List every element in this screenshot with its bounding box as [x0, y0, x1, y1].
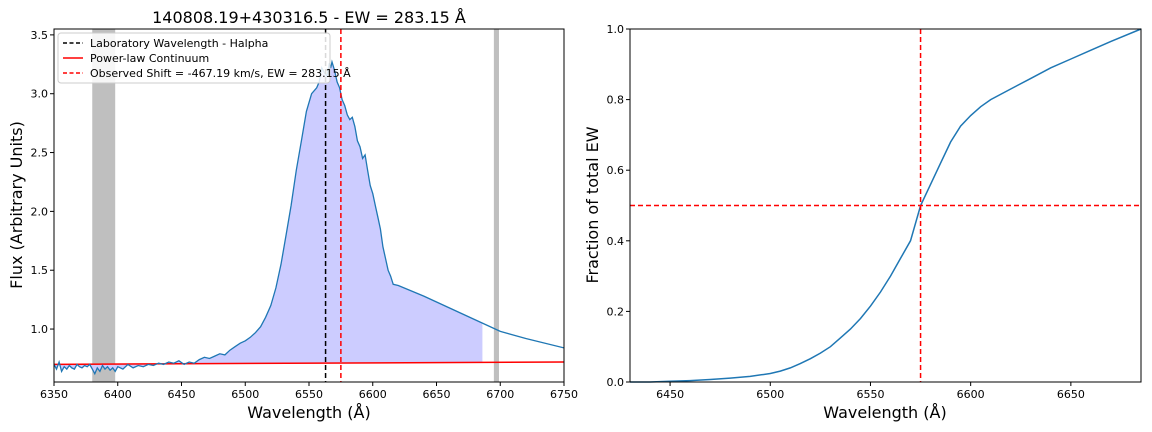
x-tick-label: 6450 [656, 388, 684, 401]
left-x-ticks: 6350 6400 6450 6500 6550 6600 6650 6700 6750 [40, 382, 578, 401]
ew-fill-area [54, 61, 483, 374]
masked-region [92, 29, 116, 382]
right-plot-area [630, 28, 1142, 383]
y-tick-label: 0.8 [607, 94, 625, 107]
left-chart: 140808.19+430316.5 - EW = 283.15 Å 6350 6… [7, 8, 578, 422]
cumulative-ew-line [630, 28, 1142, 383]
right-x-axis-label: Wavelength (Å) [823, 403, 946, 422]
x-tick-label: 6450 [168, 388, 196, 401]
right-y-axis-label: Fraction of total EW [583, 126, 602, 283]
y-tick-label: 1.0 [607, 23, 625, 36]
right-axes-frame [629, 28, 1142, 383]
y-tick-label: 3.5 [31, 29, 49, 42]
legend-label-observed-shift: Observed Shift = -467.19 km/s, EW = 283.… [90, 67, 351, 80]
legend-box [57, 32, 331, 84]
left-plot-area [54, 29, 564, 382]
masked-region [493, 29, 499, 382]
right-chart: 6450 6500 6550 6600 6650 0.00.20.40.60.81.0 … [583, 23, 1142, 422]
y-tick-label: 0.2 [607, 305, 625, 318]
spectrum-line [54, 59, 564, 376]
x-tick-label: 6650 [1057, 388, 1085, 401]
legend-label-continuum: Power-law Continuum [90, 52, 209, 65]
x-tick-label: 6500 [231, 388, 259, 401]
y-tick-label: 0.4 [607, 235, 625, 248]
continuum-line [54, 361, 564, 366]
x-tick-label: 6750 [550, 388, 578, 401]
left-y-axis-label: Flux (Arbitrary Units) [7, 121, 26, 289]
right-y-ticks: 0.0 0.2 0.4 0.6 0.8 1.0 [607, 23, 630, 389]
y-tick-label: 2.0 [31, 205, 49, 218]
y-tick-label: 2.5 [31, 147, 49, 160]
left-x-axis-label: Wavelength (Å) [247, 403, 370, 422]
x-tick-label: 6550 [856, 388, 884, 401]
x-tick-label: 6600 [957, 388, 985, 401]
x-tick-label: 6600 [359, 388, 387, 401]
x-tick-label: 6650 [423, 388, 451, 401]
y-tick-label: 3.0 [31, 88, 49, 101]
x-tick-label: 6350 [40, 388, 68, 401]
right-x-ticks: 6450 6500 6550 6600 6650 [656, 382, 1085, 401]
y-tick-label: 0.0 [607, 376, 625, 389]
x-tick-label: 6400 [104, 388, 132, 401]
y-tick-label: 0.6 [607, 164, 625, 177]
y-tick-label: 1.5 [31, 264, 49, 277]
legend-label-lab-wavelength: Laboratory Wavelength - Halpha [90, 37, 268, 50]
left-chart-title: 140808.19+430316.5 - EW = 283.15 Å [152, 8, 466, 27]
left-y-ticks: 1.0 1.5 2.0 2.5 3.0 3.5 [31, 29, 54, 336]
x-tick-label: 6500 [756, 388, 784, 401]
x-tick-label: 6550 [295, 388, 323, 401]
x-tick-label: 6700 [486, 388, 514, 401]
y-tick-label: 1.0 [31, 323, 49, 336]
legend: Laboratory Wavelength - Halpha Power-law… [57, 32, 351, 84]
